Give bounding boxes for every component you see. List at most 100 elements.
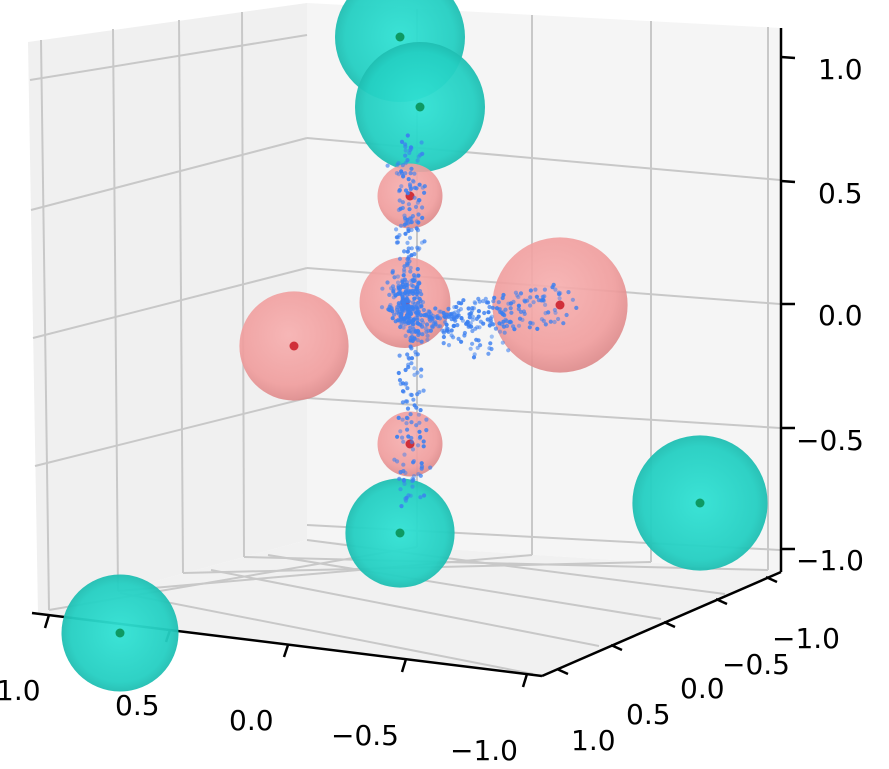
- scatter-point: [528, 288, 534, 293]
- scatter-point: [452, 305, 457, 310]
- scatter-point: [401, 462, 406, 467]
- scatter-point: [408, 344, 413, 349]
- scatter-point: [409, 220, 414, 225]
- sphere-center-dot: [395, 32, 405, 42]
- scatter-point: [486, 351, 491, 356]
- scatter-point: [415, 228, 421, 233]
- scatter-point: [552, 307, 558, 313]
- grid-line: [267, 554, 662, 620]
- scatter-point: [406, 329, 411, 334]
- scatter-point: [400, 278, 405, 283]
- scatter-point: [527, 325, 532, 330]
- scatter-point: [411, 278, 416, 284]
- scatter-point: [528, 303, 533, 308]
- grid-line: [210, 569, 600, 647]
- scatter-point: [401, 273, 406, 278]
- scatter-point: [412, 195, 417, 200]
- scatter-point: [449, 333, 454, 338]
- scatter-point: [530, 321, 535, 326]
- scatter-point: [478, 343, 483, 348]
- scatter-point: [566, 290, 571, 295]
- scatter-point: [518, 309, 524, 314]
- scatter-point: [409, 282, 414, 288]
- scatter-point: [396, 161, 401, 166]
- scatter-point: [397, 198, 402, 203]
- grid-line: [112, 28, 119, 592]
- scatter-point: [507, 320, 512, 325]
- scatter-point: [385, 163, 390, 168]
- scatter-point: [492, 295, 497, 300]
- scatter-point: [398, 487, 403, 492]
- y-tick: [765, 575, 778, 584]
- scatter-point: [416, 198, 421, 203]
- scatter-point: [409, 166, 414, 171]
- scatter-point: [460, 318, 465, 323]
- sphere-center-dot: [555, 300, 565, 310]
- sphere-center-dot: [289, 341, 299, 351]
- scatter-point: [403, 142, 408, 147]
- scatter-point: [405, 240, 410, 245]
- scatter-point: [416, 212, 421, 217]
- scatter-point: [422, 239, 427, 244]
- tick-labels: 1.0 0.5 0.0 −0.5 −1.0 1.0 0.5 0.0 −0.5 −…: [0, 53, 864, 767]
- scatter-point: [402, 302, 407, 308]
- scatter-point: [408, 269, 413, 274]
- scatter-point: [557, 292, 562, 297]
- scatter-point: [424, 417, 429, 422]
- scatter-point: [398, 290, 403, 295]
- scatter-point: [409, 361, 414, 366]
- scatter-point: [422, 184, 427, 189]
- scatter-point: [510, 324, 516, 329]
- scatter-point: [417, 390, 422, 395]
- scatter-point: [415, 317, 420, 323]
- scatter-point: [449, 313, 454, 318]
- scatter-point: [441, 341, 446, 346]
- scatter-point: [394, 227, 399, 232]
- scatter-point: [550, 285, 555, 290]
- scatter-point: [405, 386, 410, 391]
- scatter-point: [418, 495, 423, 500]
- scatter-point: [387, 308, 392, 313]
- scatter-point: [413, 204, 419, 209]
- scatter-point: [402, 452, 407, 457]
- scatter-point: [430, 325, 435, 330]
- scatter-point: [489, 334, 494, 339]
- scatter-point: [574, 305, 579, 310]
- scatter-point: [397, 353, 402, 358]
- scatter-point: [494, 306, 500, 311]
- scatter-point: [403, 161, 408, 166]
- scatter-point: [423, 326, 428, 331]
- scatter-point: [400, 163, 405, 168]
- scatter-point: [552, 319, 557, 325]
- grid-line: [32, 267, 308, 339]
- scatter-point: [406, 493, 411, 498]
- scatter-point: [415, 370, 420, 375]
- scatter-point: [401, 469, 406, 474]
- scatter-point: [408, 325, 413, 330]
- scatter-point: [449, 328, 454, 333]
- scatter-point: [420, 215, 425, 220]
- scatter-point: [466, 324, 471, 329]
- scatter-point: [402, 249, 407, 254]
- scatter-point: [399, 139, 405, 144]
- scatter-point: [408, 147, 413, 153]
- scatter-point: [412, 336, 417, 341]
- scatter-point: [506, 348, 511, 353]
- scatter-point: [405, 221, 410, 226]
- scatter-point: [419, 374, 424, 379]
- sphere-center-dot: [395, 528, 405, 538]
- scatter-point: [415, 267, 420, 272]
- scatter-point: [516, 323, 522, 328]
- marks-back: [61, 0, 768, 692]
- scatter-point: [407, 356, 412, 361]
- grid-line: [119, 592, 534, 675]
- scatter-point: [395, 274, 400, 279]
- z-tick: [780, 179, 796, 184]
- scatter-point: [414, 291, 419, 297]
- scatter-point: [398, 206, 403, 211]
- scatter-point: [468, 346, 473, 351]
- scatter-point: [422, 313, 427, 318]
- scatter-point: [441, 310, 446, 316]
- scatter-point: [415, 328, 421, 334]
